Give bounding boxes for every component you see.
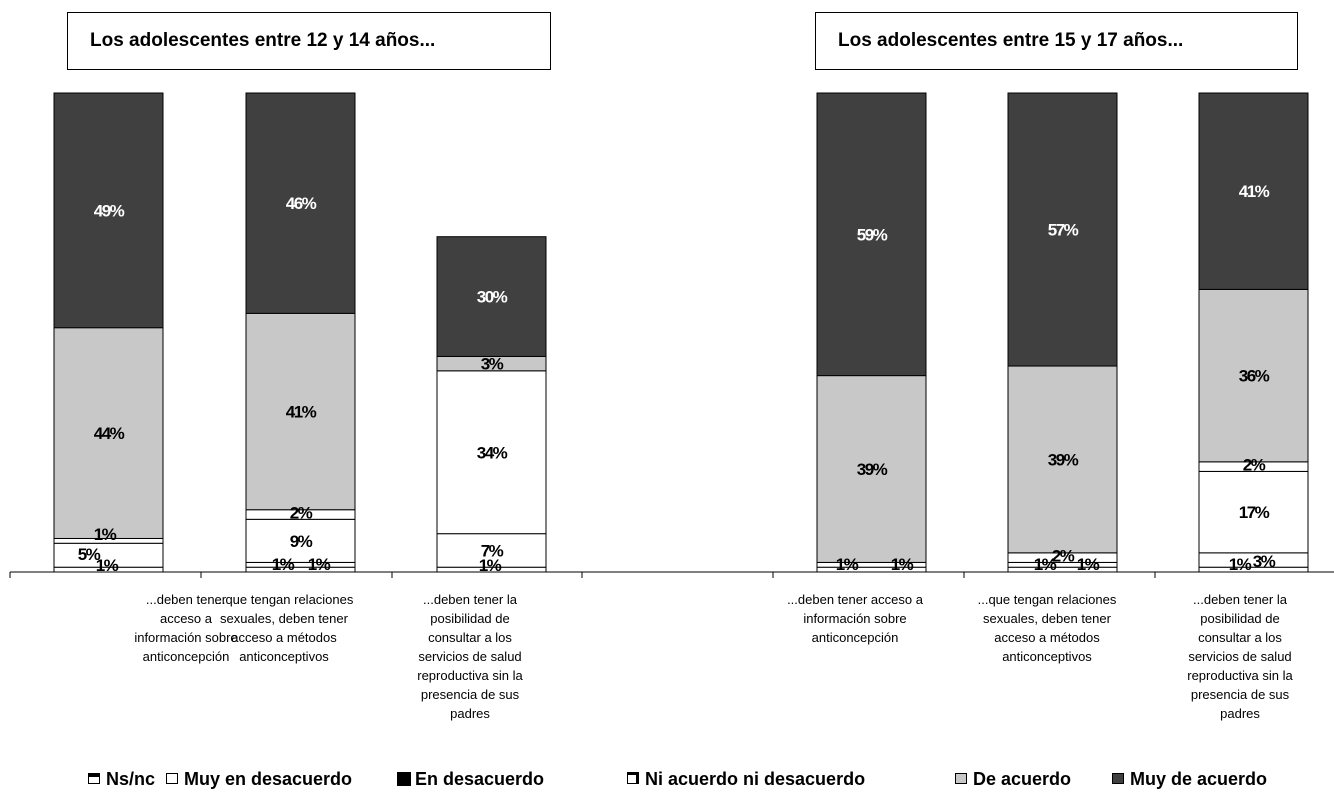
bar-segment <box>816 92 927 377</box>
data-label: 1% <box>308 555 331 574</box>
data-label: 1% <box>1077 555 1100 574</box>
data-label: 1% <box>1034 555 1057 574</box>
data-label: 7% <box>481 541 504 560</box>
legend-swatch-icon <box>627 772 639 785</box>
panel-title-12-14: Los adolescentes entre 12 y 14 años... <box>67 12 551 70</box>
data-label: 1% <box>479 556 502 575</box>
legend-label: De acuerdo <box>973 769 1072 789</box>
data-label: 3% <box>481 355 504 374</box>
legend-label: Muy en desacuerdo <box>184 769 353 789</box>
bar-segment <box>436 533 547 568</box>
bar-segment <box>245 561 356 568</box>
data-label: 30% <box>477 288 508 307</box>
data-label: 1% <box>836 555 859 574</box>
category-label: ...deben tener acceso a información sobr… <box>134 592 238 664</box>
category-label: ...que tengan relaciones sexuales, deben… <box>977 592 1117 664</box>
bar-segment <box>53 92 164 329</box>
data-label: 17% <box>1239 503 1270 522</box>
legend-item-de-acuerdo: De acuerdo <box>955 766 1071 792</box>
bar-segment <box>1007 365 1118 554</box>
data-label: 2% <box>1052 547 1075 566</box>
data-label: 34% <box>477 443 508 462</box>
bar-segment <box>1198 288 1309 463</box>
category-label: ...deben tener acceso a información sobr… <box>787 592 923 645</box>
category-label: ...que tengan relaciones sexuales, deben… <box>214 592 354 664</box>
data-label: 36% <box>1239 367 1270 386</box>
data-label: 39% <box>857 460 888 479</box>
data-label: 49% <box>94 201 125 220</box>
data-label: 1% <box>891 555 914 574</box>
bar-segment <box>245 312 356 511</box>
legend-label: Muy de acuerdo <box>1130 769 1268 789</box>
bar-segment <box>245 518 356 563</box>
data-label: 9% <box>290 532 313 551</box>
bar-segment <box>245 566 356 573</box>
legend-swatch-icon <box>88 772 100 784</box>
data-label: 2% <box>1243 456 1266 475</box>
bar-segment <box>436 236 547 357</box>
legend-label: En desacuerdo <box>415 769 545 789</box>
legend: Ns/nc Muy en desacuerdo En desacuerdo Ni… <box>0 766 1334 792</box>
bar-segment <box>1007 92 1118 367</box>
legend-label: Ns/nc <box>106 769 156 789</box>
data-label: 1% <box>96 556 119 575</box>
legend-item-ni-acuerdo-ni-desacuerdo: Ni acuerdo ni desacuerdo <box>627 766 865 792</box>
category-label: ...deben tener la posibilidad de consult… <box>1187 592 1293 721</box>
legend-swatch-icon <box>166 772 178 784</box>
data-label: 44% <box>94 424 125 443</box>
data-label: 3% <box>1253 552 1276 571</box>
data-label: 1% <box>272 555 295 574</box>
legend-item-en-desacuerdo: En desacuerdo <box>397 766 544 792</box>
data-label: 46% <box>286 194 317 213</box>
category-label: ...deben tener la posibilidad de consult… <box>417 592 523 721</box>
data-label: 2% <box>290 504 313 523</box>
data-label: 41% <box>1239 182 1270 201</box>
legend-swatch-icon <box>1112 772 1124 784</box>
legend-item-ns-nc: Ns/nc <box>88 766 155 792</box>
bar-segment <box>816 375 927 563</box>
bar-segment <box>1198 470 1309 554</box>
legend-label: Ni acuerdo ni desacuerdo <box>645 769 866 789</box>
data-label: 59% <box>857 225 888 244</box>
panel-title-15-17: Los adolescentes entre 15 y 17 años... <box>815 12 1298 70</box>
data-label: 41% <box>286 403 317 422</box>
data-label: 57% <box>1048 221 1079 240</box>
legend-swatch-icon <box>955 772 967 784</box>
legend-item-muy-de-acuerdo: Muy de acuerdo <box>1112 766 1267 792</box>
data-label: 1% <box>94 525 117 544</box>
data-label: 1% <box>1229 555 1252 574</box>
data-label: 5% <box>78 545 101 564</box>
data-label: 39% <box>1048 450 1079 469</box>
bar-segment <box>1198 92 1309 290</box>
bar-segment <box>245 92 356 314</box>
bar-segment <box>1007 566 1118 573</box>
legend-item-muy-en-desacuerdo: Muy en desacuerdo <box>166 766 352 792</box>
bar-segment <box>436 370 547 535</box>
legend-swatch-icon <box>397 772 411 787</box>
